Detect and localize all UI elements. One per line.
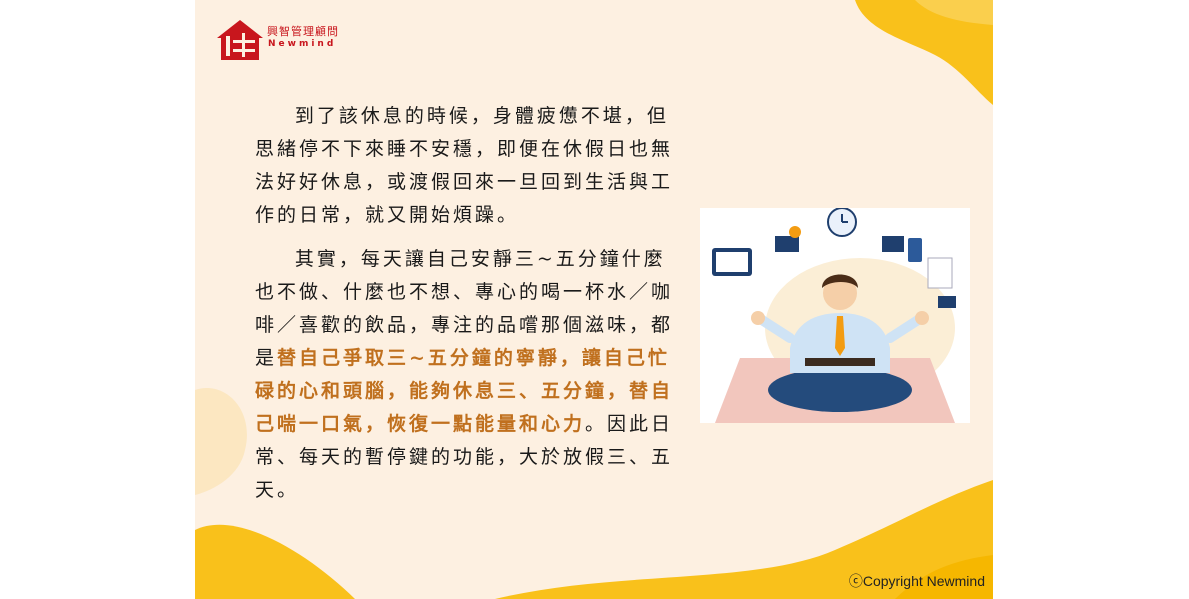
paragraph-2: 其實，每天讓自己安靜三~五分鐘什麼也不做、什麼也不想、專心的喝一杯水／咖啡／喜歡… [255, 243, 675, 507]
copyright-notice: ⓒCopyright Newmind [848, 573, 985, 589]
paragraph-1: 到了該休息的時候，身體疲憊不堪，但思緒停不下來睡不安穩，即便在休假日也無法好好休… [255, 105, 674, 226]
decor-blob-faint-left [195, 388, 247, 495]
paragraph-2-intro: 其實，每天讓自己安靜三~五分鐘什麼也不做、什麼也不想、專心的喝一杯水／咖啡／喜歡… [255, 248, 674, 369]
brand-name-cn: 興智管理顧問 [267, 25, 339, 38]
article-body: 到了該休息的時候，身體疲憊不堪，但思緒停不下來睡不安穩，即便在休假日也無法好好休… [255, 100, 675, 518]
decor-blob-bottom [195, 480, 993, 599]
decor-blob-top-right [855, 0, 993, 105]
meditating-man-icon [700, 208, 970, 423]
brand-name-en: Newmind [268, 39, 337, 49]
house-logo-icon [217, 20, 263, 60]
paragraph-2-outro: 。因此日常、每天的暫停鍵的功能，大於放假三、五天。 [255, 413, 674, 501]
slide: 興智管理顧問 Newmind 到了該休息的時候，身體疲憊不堪，但思緒停不下來睡不… [195, 0, 993, 599]
paragraph-2-highlight: 替自己爭取三~五分鐘的寧靜，讓自己忙碌的心和頭腦，能夠休息三、五分鐘，替自己喘一… [255, 347, 674, 435]
